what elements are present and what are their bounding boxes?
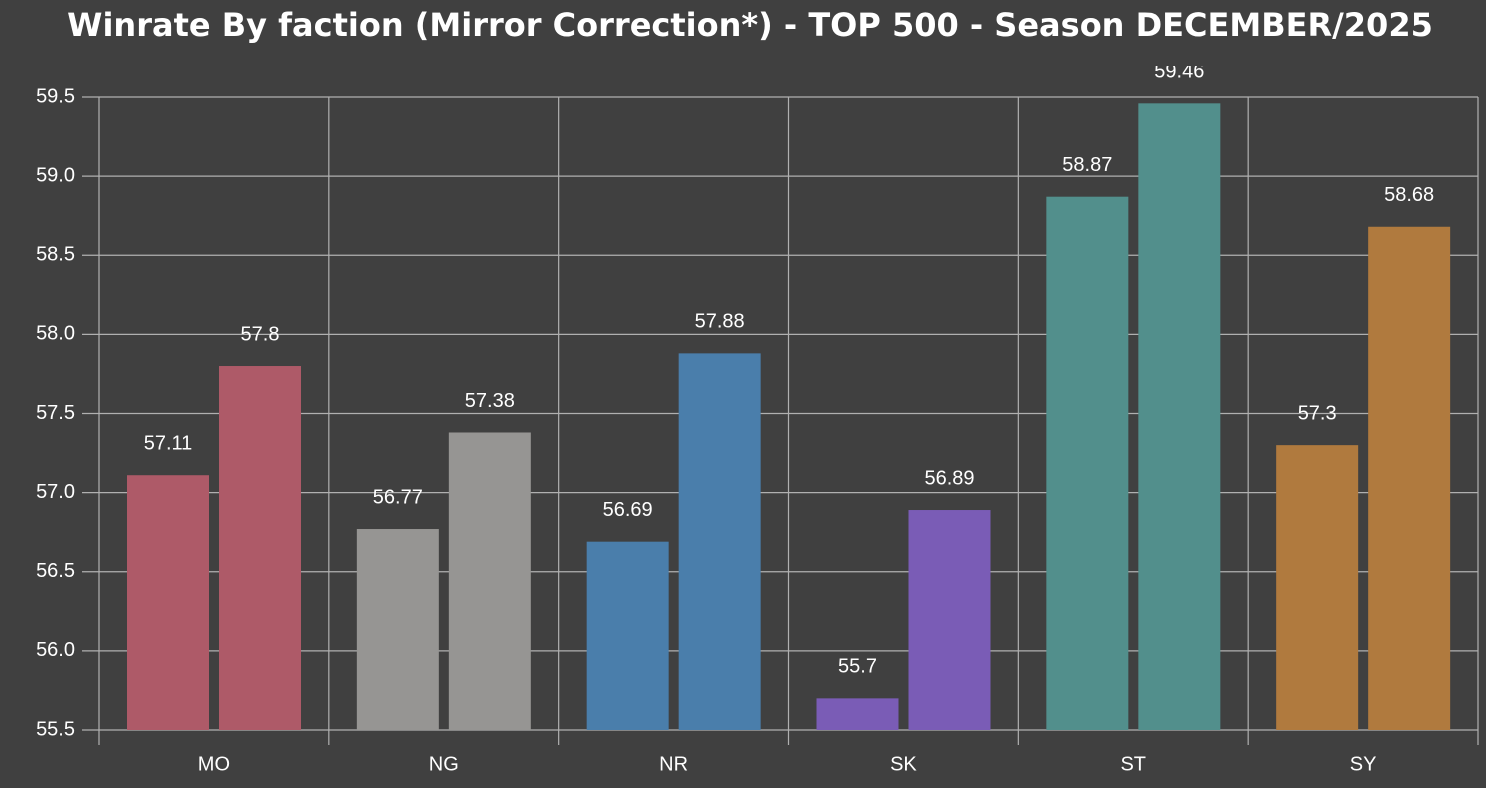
bar xyxy=(586,541,669,730)
y-tick-label: 56.5 xyxy=(36,560,75,582)
chart-title: Winrate By faction (Mirror Correction*) … xyxy=(67,6,1433,44)
x-tick-label: SY xyxy=(1350,753,1377,775)
y-tick-label: 59.0 xyxy=(36,164,75,186)
data-label: 58.68 xyxy=(1384,184,1434,206)
bar xyxy=(908,510,991,730)
x-tick-label: NG xyxy=(429,753,459,775)
data-label: 59.46 xyxy=(1154,61,1204,83)
x-tick-label: MO xyxy=(198,753,230,775)
x-tick-label: ST xyxy=(1120,753,1146,775)
data-label: 57.38 xyxy=(465,390,515,412)
y-tick-label: 58.0 xyxy=(36,323,75,345)
y-tick-label: 59.5 xyxy=(36,85,75,107)
bar xyxy=(219,366,301,730)
data-label: 57.11 xyxy=(144,432,193,454)
bar xyxy=(816,698,899,730)
data-label: 57.88 xyxy=(695,311,745,333)
y-tick-label: 57.0 xyxy=(36,481,75,503)
data-label: 57.8 xyxy=(241,323,280,345)
bar xyxy=(1276,445,1359,730)
bar xyxy=(1368,226,1451,730)
x-tick-label: SK xyxy=(890,753,917,775)
data-label: 57.3 xyxy=(1298,402,1337,424)
y-tick-label: 57.5 xyxy=(36,402,75,424)
x-tick-label: NR xyxy=(659,753,688,775)
bar xyxy=(448,432,531,730)
bar xyxy=(356,529,439,730)
data-label: 56.89 xyxy=(924,467,974,489)
y-tick-label: 55.5 xyxy=(36,718,75,740)
bar xyxy=(127,475,209,730)
data-label: 58.87 xyxy=(1062,154,1112,176)
bar xyxy=(1138,103,1221,730)
data-label: 56.69 xyxy=(603,499,653,521)
bar xyxy=(1046,196,1129,730)
y-tick-label: 58.5 xyxy=(36,244,75,266)
data-label: 56.77 xyxy=(373,486,423,508)
bar xyxy=(678,353,761,730)
title-band xyxy=(0,0,1486,66)
data-label: 55.7 xyxy=(838,656,877,678)
y-tick-label: 56.0 xyxy=(36,639,75,661)
